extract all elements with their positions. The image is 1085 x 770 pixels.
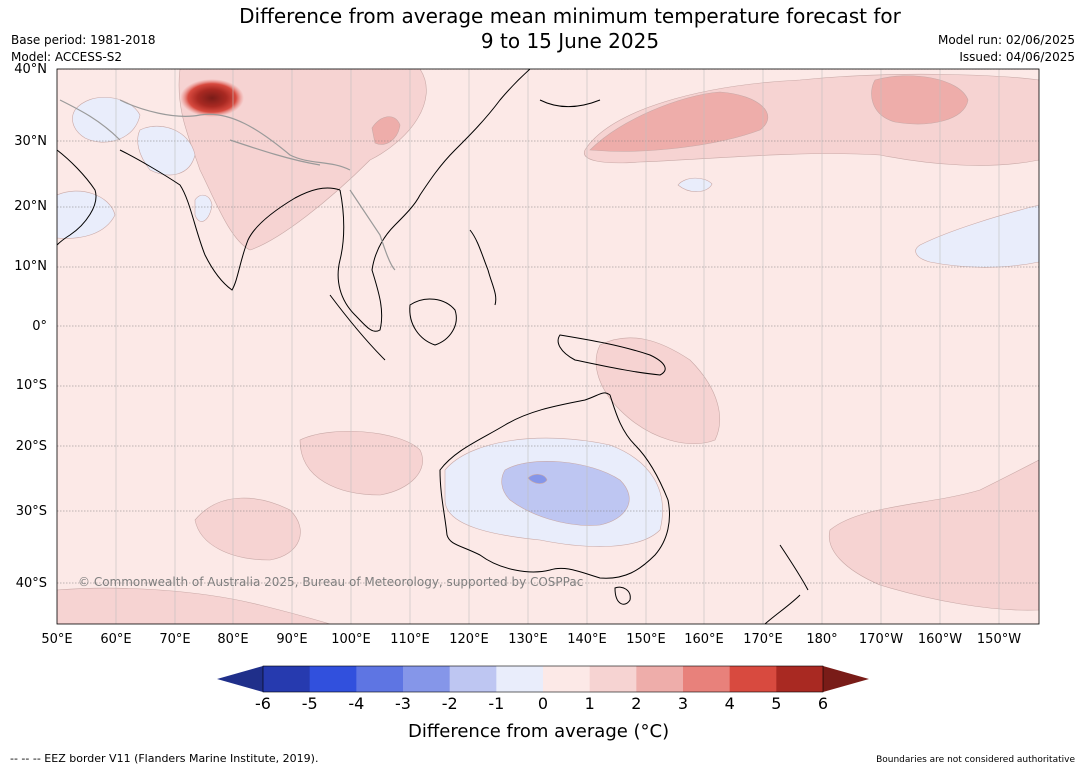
lon-tick-100e: 100°E [331, 632, 371, 647]
meta-right: Model run: 02/06/2025 Issued: 04/06/2025 [938, 32, 1075, 66]
colorbar-cell [403, 666, 451, 692]
lat-tick-30n: 30°N [14, 134, 47, 149]
lon-tick-120e: 120°E [449, 632, 489, 647]
lat-tick-20s: 20°S [15, 439, 47, 454]
issued-text: Issued: 04/06/2025 [959, 50, 1075, 64]
anomaly-minus1-0-arabian [57, 190, 116, 239]
coastline-new-zealand [764, 544, 809, 624]
colorbar-tick-3: 3 [677, 694, 689, 713]
meridians [115, 69, 1000, 624]
anomaly-1-2-indian-ocean-south [194, 497, 301, 561]
coastline-new-guinea [557, 334, 666, 376]
anomaly-minus1-0-tibet-west [137, 125, 196, 176]
colorbar-tick-4: 4 [724, 694, 735, 713]
anomaly-minus1-0-india-north [72, 97, 141, 143]
coastline-borneo [409, 298, 457, 346]
map-title: Difference from average mean minimum tem… [239, 4, 901, 53]
colorbar-cell [449, 666, 497, 692]
lon-tick-80e: 80°E [217, 632, 249, 647]
colorbar [217, 665, 869, 693]
coastline-india [119, 149, 341, 291]
lon-tick-60e: 60°E [100, 632, 132, 647]
colorbar-tick-m4: -4 [348, 694, 365, 713]
lon-tick-150e: 150°E [626, 632, 666, 647]
base-period-text: Base period: 1981-2018 [11, 33, 156, 47]
model-text: Model: ACCESS-S2 [11, 50, 123, 64]
colorbar-label: Difference from average (°C) [408, 721, 670, 742]
lat-tick-0: 0° [32, 319, 47, 334]
colorbar-tick-m3: -3 [395, 694, 411, 713]
anomaly-1-2-indian-ocean [299, 431, 423, 496]
boundaries-disclaimer: Boundaries are not considered authoritat… [876, 755, 1075, 765]
map-area [57, 69, 1039, 624]
lon-tick-170w: 170°W [858, 632, 904, 647]
anomaly-2-3-north-pacific-east [871, 75, 969, 125]
lon-tick-170e: 170°E [743, 632, 783, 647]
anomaly-2-3-north-pacific [589, 91, 769, 152]
anomaly-2-3-china [371, 116, 401, 145]
lon-tick-70e: 70°E [159, 632, 191, 647]
colorbar-tick-0: 0 [537, 694, 549, 713]
anomaly-1-2-south-indian [57, 587, 331, 624]
map-frame [56, 68, 1040, 625]
lat-tick-10s: 10°S [15, 378, 47, 393]
lat-tick-10n: 10°N [14, 259, 47, 274]
lat-tick-20n: 20°N [14, 199, 47, 214]
colorbar-cell [683, 666, 731, 692]
coastline-southeast-asia [337, 69, 531, 332]
colorbar-cell [543, 666, 591, 692]
colorbar-tick-6: 6 [817, 694, 829, 713]
anomaly-minus1-0-pacific-small [677, 177, 713, 192]
colorbar-tick-1: 1 [584, 694, 595, 713]
colorbar-tick-m1: -1 [488, 694, 505, 713]
colorbar-cell [636, 666, 684, 692]
model-run-text: Model run: 02/06/2025 [937, 33, 1075, 47]
colorbar-cell [729, 666, 777, 692]
lon-tick-110e: 110°E [390, 632, 430, 647]
anomaly-minus1-0-small [194, 194, 213, 222]
colorbar-tick-m5: -5 [301, 694, 318, 713]
lon-tick-180: 180° [806, 632, 838, 647]
coastline-japan [539, 99, 601, 108]
anomaly-minus1-0-pacific-east [915, 204, 1039, 268]
lon-tick-160e: 160°E [684, 632, 724, 647]
colorbar-cell [356, 666, 404, 692]
colorbar-cell [263, 666, 311, 692]
lon-tick-150w: 150°W [976, 632, 1022, 647]
country-borders [59, 99, 396, 271]
colorbar-arrow-high [823, 666, 869, 692]
anomaly-1-2-australia-north [595, 337, 720, 445]
coastline-tasmania [614, 586, 631, 605]
eez-footnote: -- -- -- EEZ border V11 (Flanders Marine… [10, 752, 319, 765]
lat-tick-30s: 30°S [15, 504, 47, 519]
lon-tick-160w: 160°W [917, 632, 963, 647]
colorbar-arrow-low [217, 666, 263, 692]
anomaly-hotspot-himalaya [180, 79, 244, 117]
anomaly-minus3-minus2-australia [527, 474, 548, 484]
colorbar-cell [589, 666, 637, 692]
colorbar-cell [309, 666, 357, 692]
anomaly-1-2-south-pacific [828, 459, 1039, 611]
coastline-sumatra [329, 294, 386, 361]
colorbar-tick-m2: -2 [441, 694, 458, 713]
coastlines [57, 69, 809, 624]
colorbar-tick-5: 5 [771, 694, 782, 713]
lon-tick-130e: 130°E [508, 632, 548, 647]
copyright-text: © Commonwealth of Australia 2025, Bureau… [78, 575, 584, 589]
coastline-philippines [469, 229, 497, 306]
colorbar-cells [263, 666, 824, 692]
coastline-australia [439, 392, 670, 579]
lon-tick-90e: 90°E [276, 632, 308, 647]
lon-tick-140e: 140°E [567, 632, 607, 647]
meta-left: Base period: 1981-2018 Model: ACCESS-S2 [11, 32, 156, 66]
lon-tick-50e: 50°E [41, 632, 73, 647]
coastline-arabia [57, 149, 97, 246]
lat-tick-40n: 40°N [14, 62, 47, 77]
colorbar-cell [776, 666, 824, 692]
colorbar-tick-m6: -6 [255, 694, 271, 713]
colorbar-tick-2: 2 [631, 694, 642, 713]
colorbar-cell [496, 666, 544, 692]
lat-tick-40s: 40°S [15, 576, 47, 591]
